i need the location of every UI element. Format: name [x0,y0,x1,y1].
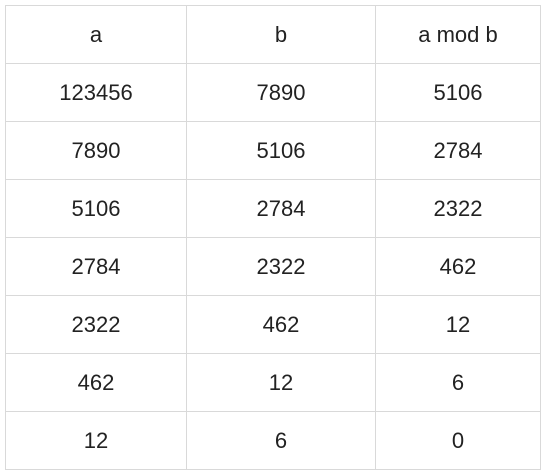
cell-a: 2784 [5,237,187,296]
cell-a: 7890 [5,121,187,180]
cell-a-mod-b: 6 [375,353,541,412]
cell-b: 2784 [186,179,376,238]
header-row: a b a mod b [5,5,541,64]
cell-a: 5106 [5,179,187,238]
header-a: a [5,5,187,64]
cell-a-mod-b: 2784 [375,121,541,180]
table-row: 12 6 0 [5,411,541,470]
cell-b: 6 [186,411,376,470]
euclid-table-container: a b a mod b 123456 7890 5106 7890 5106 2… [5,5,541,470]
cell-b: 462 [186,295,376,354]
table-row: 7890 5106 2784 [5,121,541,180]
table-row: 123456 7890 5106 [5,63,541,122]
header-a-mod-b: a mod b [375,5,541,64]
cell-a-mod-b: 12 [375,295,541,354]
table-row: 2784 2322 462 [5,237,541,296]
header-b: b [186,5,376,64]
cell-a: 462 [5,353,187,412]
table-row: 5106 2784 2322 [5,179,541,238]
cell-b: 2322 [186,237,376,296]
cell-a-mod-b: 462 [375,237,541,296]
cell-b: 7890 [186,63,376,122]
cell-a-mod-b: 0 [375,411,541,470]
cell-a: 123456 [5,63,187,122]
euclid-table: a b a mod b 123456 7890 5106 7890 5106 2… [5,5,541,470]
cell-a-mod-b: 5106 [375,63,541,122]
cell-b: 5106 [186,121,376,180]
cell-b: 12 [186,353,376,412]
table-row: 2322 462 12 [5,295,541,354]
cell-a: 12 [5,411,187,470]
cell-a-mod-b: 2322 [375,179,541,238]
table-row: 462 12 6 [5,353,541,412]
cell-a: 2322 [5,295,187,354]
